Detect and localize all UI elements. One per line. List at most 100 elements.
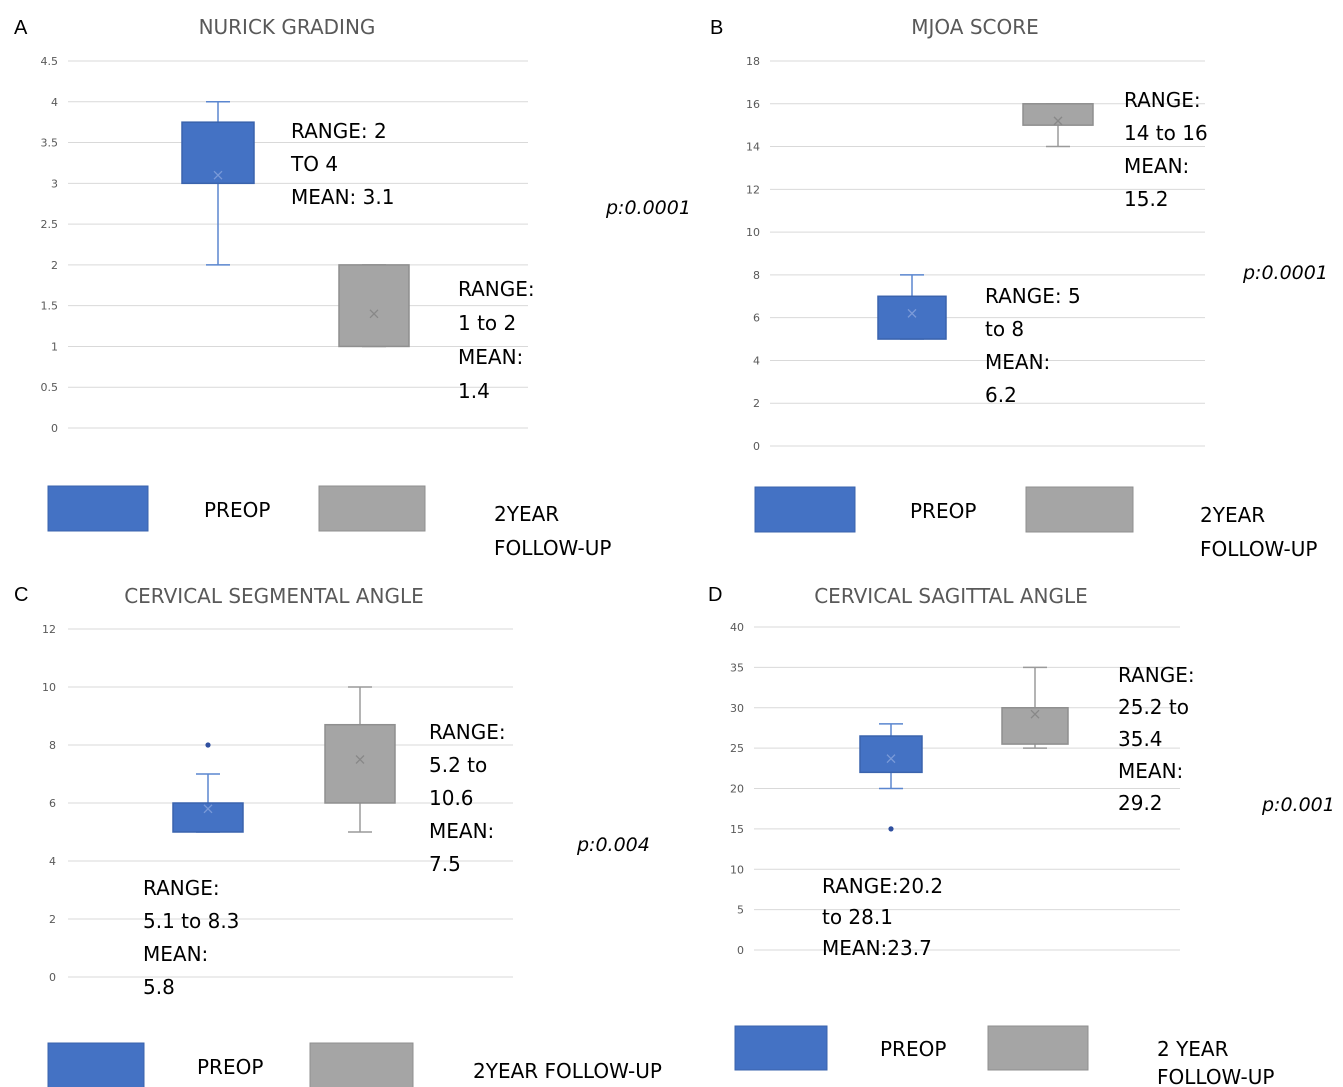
- box-body: [324, 723, 396, 804]
- annotation-line: MEAN:: [985, 350, 1050, 374]
- box-body: [338, 264, 410, 348]
- y-tick-label: 14: [746, 141, 760, 154]
- outlier-point: [888, 826, 894, 832]
- y-tick-label: 0: [737, 944, 744, 957]
- legend-label-followup: 2YEAR FOLLOW-UP: [473, 1059, 662, 1083]
- box-body: [859, 735, 923, 774]
- chart-panel-c: C CERVICAL SEGMENTAL ANGLE 0 2 4 6 8 10 12 RANGE:…: [14, 584, 662, 1087]
- y-tick-label: 0: [753, 440, 760, 453]
- annotation-line: 1.4: [458, 379, 490, 403]
- legend-label-followup: FOLLOW-UP: [1200, 537, 1317, 561]
- y-tick-label: 4: [753, 354, 760, 367]
- legend-swatch-followup: [318, 485, 426, 532]
- chart-panel-a: A NURICK GRADING 0 0.5 1 1.5 2 2.5 3 3.5 4 4.5 RANGE…: [14, 15, 691, 560]
- annotation-line: RANGE:: [458, 277, 535, 301]
- y-tick-label: 5: [737, 904, 744, 917]
- annotation-line: MEAN: 3.1: [291, 185, 394, 209]
- legend-label-followup: FOLLOW-UP: [494, 536, 611, 560]
- panel-letter: B: [710, 17, 723, 39]
- p-value: p:0.004: [576, 834, 650, 856]
- annotation-line: 5.1 to 8.3: [143, 909, 239, 933]
- annotation-line: MEAN:: [458, 345, 523, 369]
- y-tick-label: 15: [730, 823, 744, 836]
- legend-swatch-followup: [987, 1025, 1089, 1071]
- y-tick-label: 4.5: [41, 55, 59, 68]
- legend-label-followup: 2YEAR: [1200, 503, 1265, 527]
- annotation-line: RANGE:20.2: [822, 874, 943, 898]
- range-mean-annotation: RANGE: 2 TO 4 MEAN: 3.1: [290, 119, 394, 209]
- y-tick-label: 16: [746, 98, 760, 111]
- box-body: [1001, 707, 1069, 745]
- box-body: [172, 802, 244, 833]
- annotation-line: RANGE:: [143, 876, 220, 900]
- y-tick-label: 12: [42, 623, 56, 636]
- outlier-point: [205, 742, 211, 748]
- chart-panel-d: D CERVICAL SAGITTAL ANGLE 0 5 10 15 20 25 30 35 40…: [708, 584, 1335, 1087]
- y-tick-label: 25: [730, 742, 744, 755]
- annotation-line: 14 to 16: [1124, 121, 1208, 145]
- annotation-line: 5.8: [143, 975, 175, 999]
- annotation-line: MEAN:: [143, 942, 208, 966]
- y-tick-label: 18: [746, 55, 760, 68]
- box-preop: [172, 742, 244, 833]
- legend: PREOP 2 YEAR FOLLOW-UP: [734, 1025, 1274, 1087]
- legend-swatch-followup: [1025, 486, 1134, 533]
- legend: PREOP 2YEAR FOLLOW-UP: [47, 1042, 662, 1087]
- mean-marker: [203, 804, 213, 814]
- panel-letter: D: [708, 584, 722, 606]
- legend-label-preop: PREOP: [880, 1037, 946, 1061]
- chart-title: CERVICAL SEGMENTAL ANGLE: [124, 584, 424, 608]
- annotation-line: RANGE:: [1124, 88, 1201, 112]
- annotation-line: MEAN:: [429, 819, 494, 843]
- annotation-line: 6.2: [985, 383, 1017, 407]
- p-value: p:0.0001: [1242, 262, 1328, 284]
- y-tick-label: 35: [730, 661, 744, 674]
- y-tick-label: 1: [51, 340, 58, 353]
- annotation-line: 15.2: [1124, 187, 1169, 211]
- mean-marker: [907, 308, 917, 318]
- panel-letter: C: [14, 584, 28, 606]
- annotation-line: 25.2 to: [1118, 695, 1189, 719]
- y-tick-label: 30: [730, 702, 744, 715]
- y-tick-label: 2: [49, 913, 56, 926]
- mean-marker: [1053, 116, 1063, 126]
- y-tick-label: 1.5: [41, 300, 59, 313]
- p-value: p:0.001: [1261, 794, 1335, 816]
- annotation-line: to 8: [985, 317, 1024, 341]
- box-body: [877, 295, 947, 340]
- box-followup: [1001, 666, 1069, 749]
- mean-marker: [886, 754, 896, 764]
- y-tick-label: 20: [730, 783, 744, 796]
- y-tick-label: 3.5: [41, 137, 59, 150]
- annotation-line: 5.2 to: [429, 753, 487, 777]
- chart-title: NURICK GRADING: [199, 15, 376, 39]
- chart-title: MJOA SCORE: [911, 15, 1039, 39]
- y-tick-label: 4: [49, 855, 56, 868]
- box-body: [1022, 103, 1094, 126]
- legend-swatch-preop: [734, 1025, 828, 1071]
- annotation-line: RANGE:: [429, 720, 506, 744]
- legend: PREOP 2YEAR FOLLOW-UP: [754, 486, 1317, 561]
- legend-swatch-preop: [47, 1042, 145, 1087]
- panel-letter: A: [14, 17, 28, 39]
- mean-marker: [213, 170, 223, 180]
- range-mean-annotation: RANGE: 5.2 to 10.6 MEAN: 7.5: [429, 720, 506, 876]
- annotation-line: MEAN:: [1118, 759, 1183, 783]
- y-tick-label: 10: [42, 681, 56, 694]
- range-mean-annotation: RANGE: 5 to 8 MEAN: 6.2: [985, 284, 1081, 407]
- y-tick-label: 10: [730, 863, 744, 876]
- legend: PREOP 2YEAR FOLLOW-UP: [47, 485, 611, 560]
- box-body: [181, 121, 255, 185]
- box-followup: [324, 686, 396, 833]
- range-mean-annotation: RANGE: 25.2 to 35.4 MEAN: 29.2: [1118, 663, 1195, 815]
- annotation-line: RANGE: 2: [291, 119, 387, 143]
- y-tick-label: 2: [753, 397, 760, 410]
- y-tick-label: 10: [746, 226, 760, 239]
- chart-panel-b: B MJOA SCORE 0 2 4 6 8 10 12 14 16 18 RANGE: 5 to 8 ME…: [710, 15, 1328, 561]
- range-mean-annotation: RANGE:20.2 to 28.1 MEAN:23.7: [822, 874, 943, 960]
- annotation-line: RANGE: 5: [985, 284, 1081, 308]
- y-tick-label: 8: [753, 269, 760, 282]
- range-mean-annotation: RANGE: 14 to 16 MEAN: 15.2: [1124, 88, 1208, 211]
- y-tick-label: 40: [730, 621, 744, 634]
